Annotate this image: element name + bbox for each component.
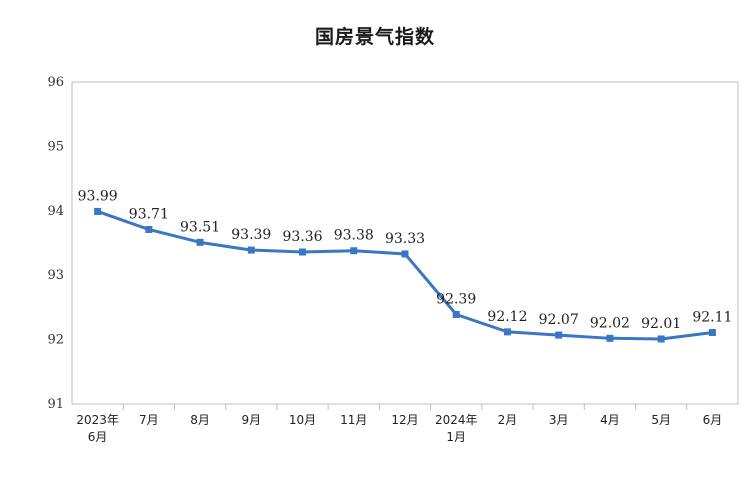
x-tick-label: 2023年: [76, 413, 119, 427]
data-point: [94, 207, 102, 215]
x-tick-labels: 2023年 6月 7月 8月 9月 10月 11月 12月 2024年 1月 2月 3月 4月 5月 6月: [76, 413, 722, 444]
data-point: [452, 310, 460, 318]
data-point: [606, 334, 614, 342]
y-tick-label: 96: [47, 75, 64, 90]
data-label: 93.51: [180, 219, 220, 235]
data-label: 92.02: [590, 315, 630, 331]
data-label: 92.07: [539, 312, 579, 328]
x-tick-label: 6月: [88, 430, 108, 444]
data-label: 93.71: [129, 206, 169, 222]
data-point: [350, 247, 358, 255]
x-tick-label: 4月: [600, 413, 620, 427]
data-point: [555, 331, 563, 339]
y-tick-label: 95: [47, 139, 64, 154]
data-point-group: [94, 207, 716, 343]
data-label: 92.39: [436, 291, 476, 307]
data-label: 93.33: [385, 231, 425, 247]
data-label: 92.01: [641, 316, 681, 332]
x-tick-label: 2024年: [435, 413, 478, 427]
x-tick-label: 11月: [340, 413, 367, 427]
y-tick-label: 92: [47, 333, 64, 348]
x-tick-label: 8月: [190, 413, 210, 427]
x-tick-label: 3月: [549, 413, 569, 427]
data-point: [196, 238, 204, 246]
data-point: [657, 335, 665, 343]
x-tick-label: 9月: [241, 413, 261, 427]
plot-frame: [71, 81, 739, 405]
x-tick-label: 12月: [391, 413, 418, 427]
x-tick-label: 1月: [446, 430, 466, 444]
y-tick-label: 94: [47, 204, 64, 219]
x-tick-label: 7月: [139, 413, 159, 427]
x-tick-label: 10月: [289, 413, 316, 427]
data-label: 92.11: [692, 310, 732, 326]
data-point: [145, 225, 153, 233]
data-point: [503, 328, 511, 336]
x-tick-label: 5月: [651, 413, 671, 427]
y-tick-label: 91: [47, 397, 64, 412]
data-point: [401, 250, 409, 258]
x-tick-label: 6月: [703, 413, 723, 427]
data-label: 92.12: [487, 309, 527, 325]
data-label: 93.38: [334, 228, 374, 244]
x-tick-label: 2月: [498, 413, 518, 427]
data-label: 93.39: [231, 227, 271, 243]
data-point: [299, 248, 307, 256]
chart-title: 国房景气指数: [314, 26, 435, 48]
data-label: 93.36: [282, 229, 322, 245]
data-label-group: 93.99 93.71 93.51 93.39 93.36 93.38 93.33 92.39…: [78, 188, 733, 332]
data-point: [247, 246, 255, 254]
axes: 91 92 93 94 95 96: [47, 75, 739, 412]
data-label: 93.99: [78, 188, 118, 204]
data-point: [708, 329, 716, 337]
y-tick-label: 93: [47, 268, 64, 283]
